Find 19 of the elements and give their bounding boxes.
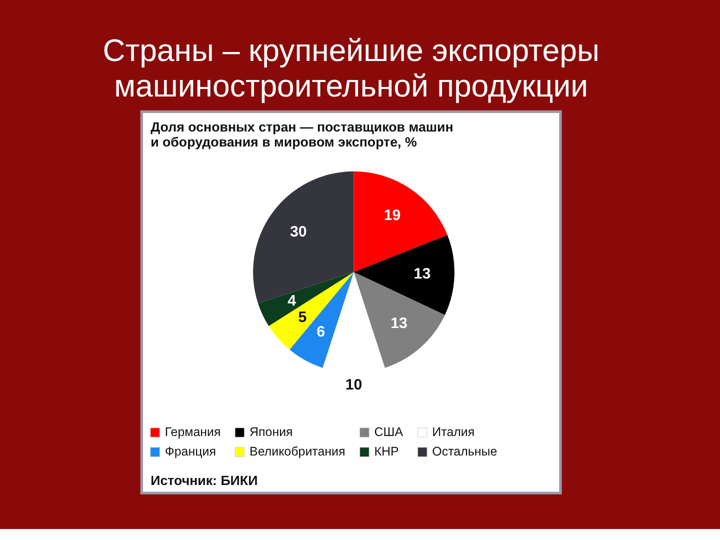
legend-label: Япония (250, 425, 293, 440)
legend-label: Германия (164, 425, 221, 440)
chart-subtitle: Доля основных стран — поставщиков машин и оборудования в мировом экспорте, % (150, 119, 454, 150)
legend-label: Италия (432, 425, 475, 440)
legend-label: Остальные (432, 444, 498, 459)
text: Источник: БИКИ (150, 473, 258, 488)
data-label: 30 (290, 223, 307, 240)
legend-label: США (374, 425, 404, 440)
data-label: 10 (345, 376, 362, 394)
data-label: 13 (390, 314, 408, 332)
data-label: 19 (384, 206, 401, 224)
legend-label: Франция (164, 444, 216, 459)
data-label: 13 (414, 266, 431, 283)
data-label: 5 (298, 308, 307, 326)
legend-label: КНР (374, 444, 399, 459)
chart-title: Страны – крупнейшие экспортеры машиностроительной продукции (102, 32, 600, 104)
data-label: 6 (316, 324, 325, 341)
legend-label: Великобритания (250, 444, 346, 459)
data-label: 4 (288, 292, 297, 310)
